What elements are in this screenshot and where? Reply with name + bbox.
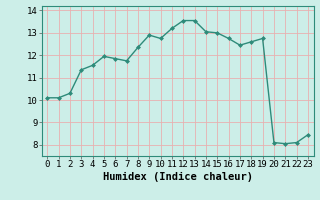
X-axis label: Humidex (Indice chaleur): Humidex (Indice chaleur) (103, 172, 252, 182)
